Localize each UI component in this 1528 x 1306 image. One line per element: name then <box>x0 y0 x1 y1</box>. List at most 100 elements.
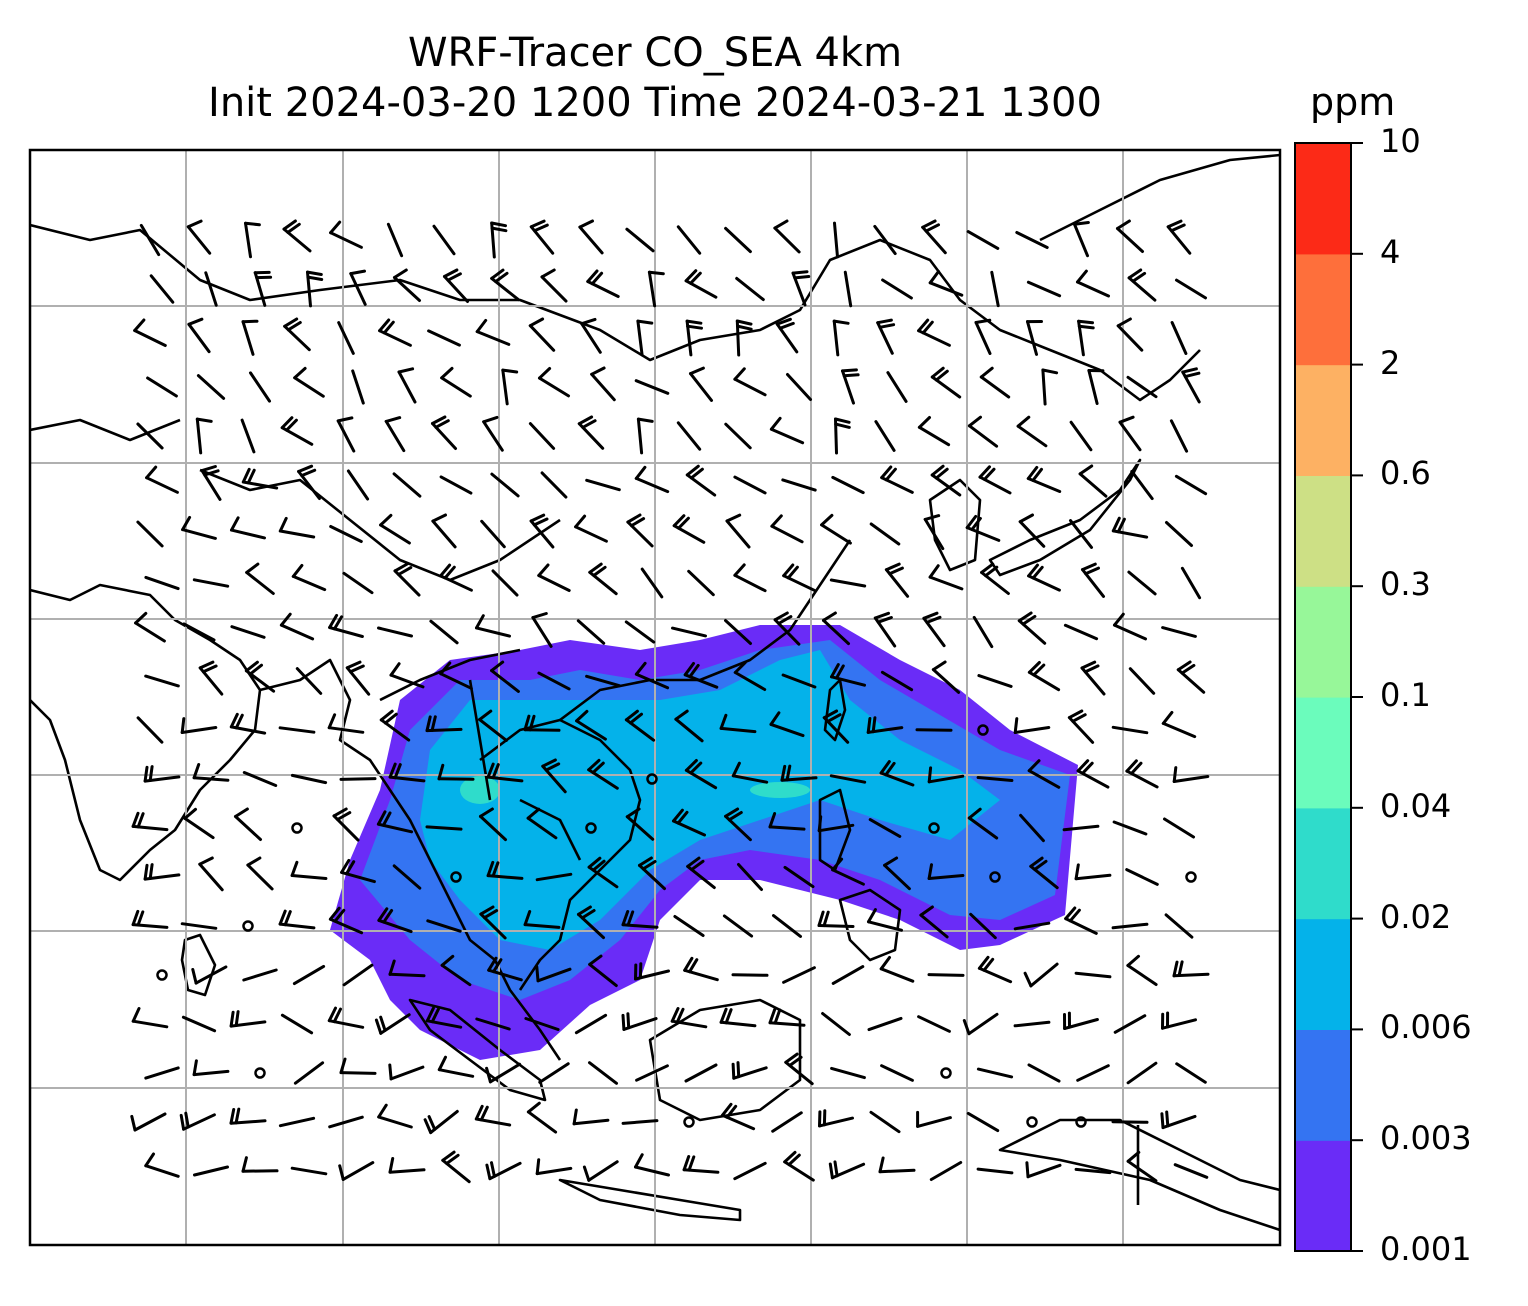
wind-barb-shaft <box>146 376 178 398</box>
wind-barb-flag <box>393 562 409 573</box>
wind-barb-shaft <box>673 915 705 937</box>
wind-barb-flag <box>625 807 641 819</box>
wind-barb-flag <box>1172 960 1179 978</box>
wind-barb-flag <box>689 467 704 480</box>
wind-barb-flag <box>919 905 934 917</box>
wind-barb-shaft <box>295 667 323 695</box>
wind-barb-flag <box>144 1152 155 1168</box>
wind-barb-shaft <box>488 1062 522 1084</box>
wind-barb-flag <box>293 366 307 380</box>
wind-barb-flag <box>1118 415 1135 424</box>
wind-barb-flag <box>965 514 978 530</box>
wind-barb-shaft <box>1076 280 1110 298</box>
wind-barb-shaft <box>531 616 553 648</box>
wind-barb-flag <box>592 565 607 577</box>
wind-barb-shaft <box>490 472 520 498</box>
wind-barb-flag <box>377 1103 388 1119</box>
wind-barb-flag <box>884 467 897 482</box>
wind-barb-shaft <box>684 1063 718 1083</box>
wind-barb-shaft <box>878 1168 916 1174</box>
wind-barb-shaft <box>1125 868 1159 886</box>
wind-barb-flag <box>689 366 705 376</box>
wind-barb-flag <box>878 323 896 329</box>
wind-barb-flag <box>591 859 606 872</box>
wind-barb-flag <box>490 226 508 233</box>
wind-barb-flag <box>831 857 844 872</box>
wind-barb-shaft <box>149 274 175 304</box>
wind-barb-flag <box>425 715 432 733</box>
wind-barb-shaft <box>1087 369 1099 405</box>
wind-barb-shaft <box>144 674 180 688</box>
wind-barb-shaft <box>1111 725 1149 735</box>
wind-barb-flag <box>1023 971 1033 988</box>
wind-barb-shaft <box>145 476 179 494</box>
wind-barb-flag <box>148 765 154 782</box>
wind-barb-shaft <box>538 376 570 398</box>
wind-barb-shaft <box>349 272 367 306</box>
wind-barb-flag <box>578 219 594 229</box>
wind-barb-flag <box>783 1150 797 1164</box>
wind-barb-shaft <box>1113 623 1147 641</box>
wind-barb-flag <box>183 807 197 820</box>
wind-barb-shaft <box>183 816 215 840</box>
wind-barb-shaft <box>245 571 275 595</box>
wind-barb-flag <box>441 1150 456 1162</box>
wind-barb-shaft <box>783 865 815 889</box>
wind-barb-flag <box>1021 614 1037 626</box>
wind-barb-flag <box>143 863 149 881</box>
wind-barb-flag <box>580 909 596 920</box>
wind-barb-flag <box>133 318 146 332</box>
wind-barb-shaft <box>192 578 230 588</box>
wind-barb-shaft <box>1165 521 1193 547</box>
wind-barb-shaft <box>724 619 752 645</box>
colorbar-tick-label: 0.1 <box>1380 676 1431 714</box>
wind-barb-shaft <box>737 863 763 891</box>
wind-barb-flag <box>200 465 217 473</box>
wind-barb-shaft <box>230 625 266 639</box>
wind-barb-flag <box>979 366 994 379</box>
wind-barb-shaft <box>719 726 757 734</box>
wind-barb-flag <box>775 317 792 326</box>
wind-barb-flag <box>1170 223 1186 233</box>
wind-barb-flag <box>685 319 703 325</box>
wind-barb-shaft <box>1013 726 1051 734</box>
wind-barb-flag <box>689 761 703 775</box>
wind-barb-shaft <box>193 1165 229 1177</box>
wind-barb-flag <box>917 318 930 333</box>
wind-barb-shaft <box>389 673 425 689</box>
wind-barb-shaft <box>535 872 573 882</box>
wind-barb-flag <box>736 324 753 331</box>
wind-barb-flag <box>690 859 705 872</box>
wind-barb-flag <box>927 766 933 784</box>
wind-barb-shaft <box>339 777 377 781</box>
wind-barb-shaft <box>244 221 252 259</box>
wind-barb-shaft <box>198 862 224 892</box>
wind-barb-flag <box>535 965 540 983</box>
wind-barb-flag <box>388 959 396 976</box>
colorbar-segment <box>1295 807 1351 920</box>
wind-barb-shaft <box>634 672 670 690</box>
wind-barb-flag <box>878 1156 885 1174</box>
wind-barb-flag <box>485 1163 492 1181</box>
wind-barb-flag <box>684 269 698 283</box>
wind-barb-flag <box>245 562 260 574</box>
wind-barb-shaft <box>873 224 897 256</box>
wind-barb-flag <box>1013 717 1019 734</box>
map-frame <box>28 148 1282 1247</box>
wind-barb-shaft <box>386 222 404 258</box>
wind-barb-flag <box>720 1102 733 1117</box>
calm-wind-circle <box>156 969 168 981</box>
wind-barb-shaft <box>769 722 805 738</box>
wind-barb-flag <box>879 956 891 971</box>
wind-barb-shaft <box>249 371 271 403</box>
wind-barb-flag <box>626 513 642 524</box>
wind-barb-flag <box>670 1007 680 1023</box>
wind-barb-shaft <box>868 818 902 838</box>
colorbar-segment <box>1295 364 1351 476</box>
wind-barb-flag <box>192 763 201 780</box>
wind-barb-flag <box>229 1010 235 1028</box>
wind-barb-flag <box>282 219 297 231</box>
calm-wind-circle <box>928 822 940 834</box>
wind-barb-flag <box>587 856 602 869</box>
wind-barb-flag <box>1033 859 1048 871</box>
